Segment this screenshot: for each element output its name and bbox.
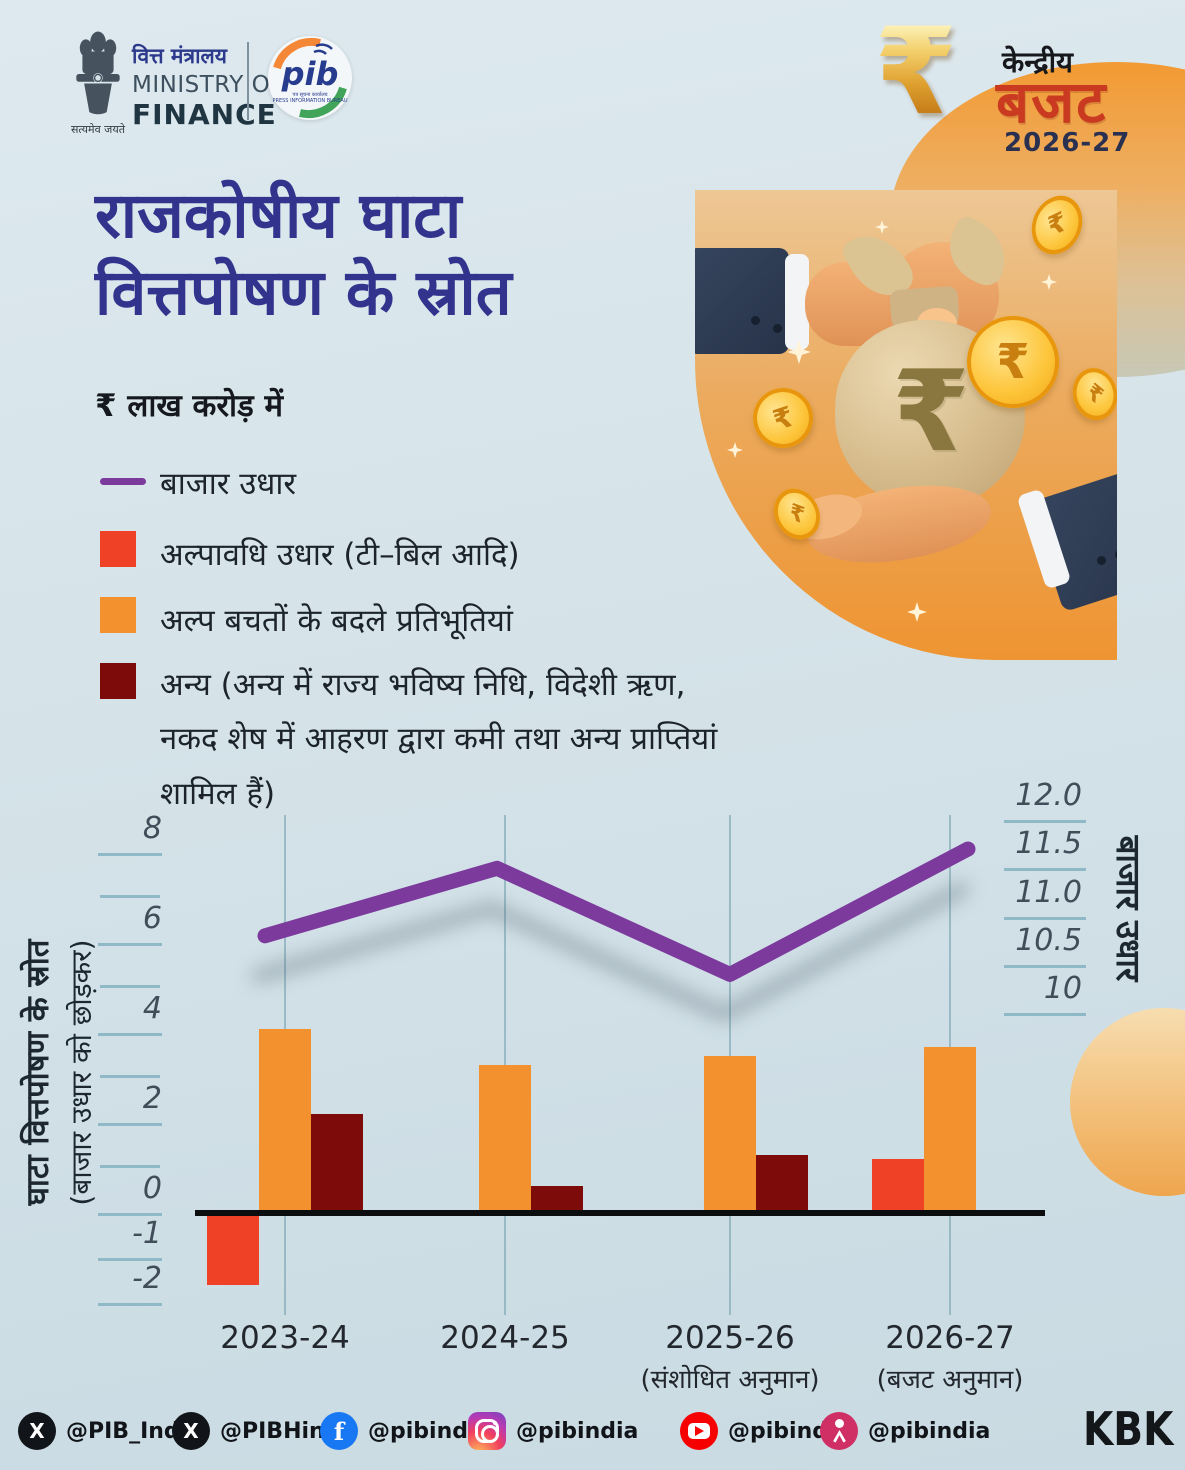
x-axis-label: 2026-27 (बजट अनुमान)	[830, 1320, 1070, 1396]
bar-small-savings-securities	[924, 1046, 976, 1213]
budget-year: 2026-27	[1004, 128, 1131, 158]
budget-title-line1: केन्द्रीय	[1002, 45, 1073, 79]
right-axis-tick: 11.5	[1004, 822, 1086, 872]
x-axis-year: 2023-24	[220, 1320, 350, 1356]
instagram-icon	[468, 1412, 506, 1450]
left-axis-tick: -2	[98, 1257, 162, 1306]
page-title-line2: वित्तपोषण के स्रोत	[95, 255, 512, 329]
social-handle: @pibindia	[868, 1418, 991, 1444]
page-title-line1: राजकोषीय घाटा	[95, 179, 462, 252]
unit-note: ₹ लाख करोड़ में	[95, 388, 283, 424]
sleeve-button-icon	[773, 324, 782, 333]
bar-short-term-borrowing	[872, 1159, 924, 1213]
legend-label-others: अन्य (अन्य में राज्य भविष्य निधि, विदेशी…	[160, 667, 718, 812]
credit-kbk: KBK	[1083, 1402, 1174, 1456]
legend-swatch-short-term	[100, 531, 136, 567]
x-axis-year: 2024-25	[440, 1320, 570, 1356]
youtube-icon	[680, 1412, 718, 1450]
left-axis-tick: 2	[98, 1077, 162, 1126]
bar-small-savings-securities	[704, 1055, 756, 1213]
legend-label-short-term: अल्पावधि उधार (टी–बिल आदि)	[160, 537, 520, 573]
pib-logo: pib पत्र सूचना कार्यालय PRESS INFORMATIO…	[268, 36, 352, 120]
left-axis-tick: -1	[98, 1212, 162, 1261]
left-axis-minor-tick	[100, 985, 160, 988]
legend-swatch-others	[100, 663, 136, 699]
bar-others	[311, 1114, 363, 1213]
pib-subtext-hindi: पत्र सूचना कार्यालय	[292, 92, 328, 98]
money-bag-illustration: ₹ ₹ ₹ ₹ ₹ ₹	[695, 190, 1117, 660]
sleeve-button-icon	[1115, 550, 1117, 559]
x-axis-note: (संशोधित अनुमान)	[640, 1365, 820, 1395]
pib-wordmark: pib	[281, 55, 339, 93]
left-axis-tick: 0	[98, 1167, 162, 1216]
x-axis-year: 2026-27	[885, 1320, 1015, 1356]
x-axis-note: (बजट अनुमान)	[876, 1365, 1024, 1395]
x-axis-line	[195, 1210, 1045, 1216]
rupee-coin-icon: ₹	[967, 316, 1059, 408]
x-axis-label: 2023-24	[165, 1320, 405, 1356]
social-x-pib-india[interactable]: X @PIB_India	[18, 1412, 202, 1450]
page-title: राजकोषीय घाटा वित्तपोषण के स्रोत	[95, 178, 715, 332]
left-axis-title-main: घाटा वित्तपोषण के स्रोत	[20, 939, 56, 1206]
ministry-name-en-2: FINANCE	[132, 98, 277, 131]
sleeve-button-icon	[1097, 556, 1106, 565]
koo-icon	[820, 1412, 858, 1450]
left-axis-tick: 8	[98, 807, 162, 856]
facebook-icon: f	[320, 1412, 358, 1450]
x-axis-year: 2025-26	[665, 1320, 795, 1356]
national-emblem-icon	[76, 31, 120, 115]
pib-green-arc	[299, 86, 347, 118]
bag-rupee-symbol: ₹	[892, 347, 970, 477]
x-axis-label: 2025-26 (संशोधित अनुमान)	[610, 1320, 850, 1396]
social-koo[interactable]: @pibindia	[820, 1412, 990, 1450]
left-axis-title-sub: (बाजार उधार को छोड़कर)	[65, 939, 98, 1206]
right-axis-tick: 10	[1004, 967, 1086, 1016]
social-handle: @pibindia	[516, 1418, 639, 1444]
sleeve-button-icon	[751, 316, 760, 325]
left-axis-tick: 4	[98, 987, 162, 1036]
bar-others	[531, 1186, 583, 1213]
right-axis-tick: 12.0	[1004, 774, 1086, 823]
x-icon: X	[18, 1412, 56, 1450]
bar-small-savings-securities	[259, 1028, 311, 1213]
left-axis-tick: 6	[98, 897, 162, 946]
left-axis-minor-tick	[100, 1165, 160, 1168]
legend-swatch-small-savings	[100, 597, 136, 633]
legend-label-market-borrowing: बाजार उधार	[160, 466, 297, 502]
social-instagram[interactable]: @pibindia	[468, 1412, 638, 1450]
emblem-motto: सत्यमेव जयते	[70, 123, 125, 136]
ministry-name-en-1: MINISTRY OF	[132, 72, 284, 98]
bar-short-term-borrowing	[207, 1213, 259, 1285]
suit-sleeve-top-icon	[695, 248, 789, 354]
budget-rupee-logo: ₹	[874, 3, 958, 142]
pib-saffron-arc	[273, 38, 321, 70]
header-divider	[247, 42, 249, 120]
bar-small-savings-securities	[479, 1064, 531, 1213]
bar-others	[756, 1154, 808, 1213]
x-axis-label: 2024-25	[385, 1320, 625, 1356]
x-icon: X	[172, 1412, 210, 1450]
left-axis-minor-tick	[100, 1075, 160, 1078]
right-axis-tick: 11.0	[1004, 871, 1086, 920]
social-facebook[interactable]: f @pibindia	[320, 1412, 490, 1450]
ministry-name-hindi: वित्त मंत्रालय	[132, 44, 227, 68]
left-axis-title: घाटा वित्तपोषण के स्रोत (बाजार उधार को छ…	[16, 845, 100, 1300]
budget-title-line2: बजट	[996, 68, 1108, 136]
legend-label-small-savings: अल्प बचतों के बदले प्रतिभूतियां	[160, 603, 513, 639]
left-axis-minor-tick	[100, 895, 160, 898]
legend-line-swatch	[100, 478, 146, 485]
right-axis-tick: 10.5	[1004, 919, 1086, 968]
right-axis-title: बाजार उधार	[1109, 835, 1148, 982]
pib-subtext-en: PRESS INFORMATION BUREAU	[272, 98, 348, 104]
